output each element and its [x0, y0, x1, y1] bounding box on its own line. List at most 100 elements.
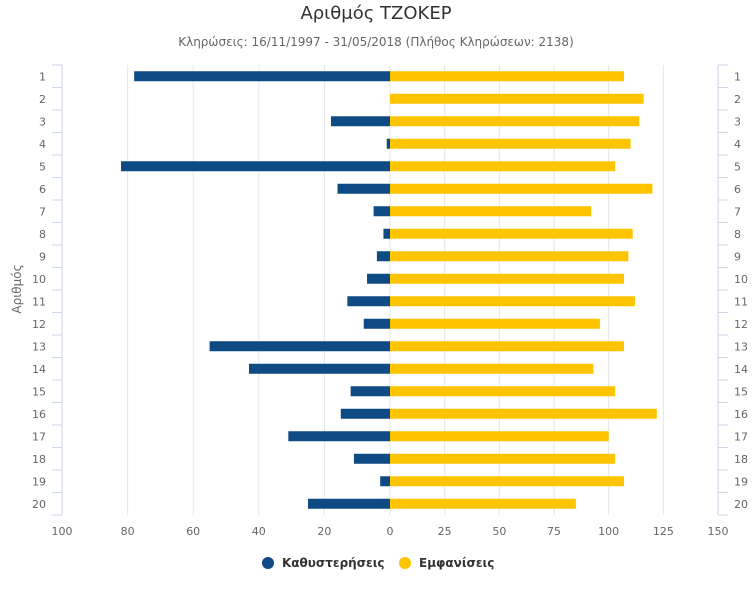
x-tick-label-left: 100 [52, 525, 73, 538]
x-tick-label-left: 20 [317, 525, 331, 538]
category-label-right: 6 [734, 183, 741, 196]
x-tick-label-left: 60 [186, 525, 200, 538]
legend-marker [262, 557, 274, 569]
delay-bar [121, 161, 390, 172]
legend: Καθυστερήσεις Εμφανίσεις [262, 556, 494, 570]
category-label-left: 8 [39, 228, 46, 241]
category-label-right: 3 [734, 115, 741, 128]
appearance-bar [390, 453, 616, 464]
appearance-bar [390, 116, 640, 127]
chart-subtitle: Κληρώσεις: 16/11/1997 - 31/05/2018 (Πλήθ… [178, 35, 574, 49]
category-label-left: 13 [32, 340, 46, 353]
x-tick-label-right: 100 [598, 525, 619, 538]
chart-title: Αριθμός ΤΖΟΚΕΡ [300, 3, 451, 24]
appearance-bar [390, 228, 633, 239]
delay-bar [248, 363, 390, 374]
legend-label: Καθυστερήσεις [282, 556, 385, 570]
grid [61, 65, 719, 515]
category-label-left: 11 [32, 295, 46, 308]
legend-marker [399, 557, 411, 569]
appearance-bar [390, 161, 616, 172]
category-label-right: 4 [734, 138, 741, 151]
x-tick-label-right: 50 [492, 525, 506, 538]
category-label-right: 8 [734, 228, 741, 241]
category-label-right: 18 [734, 453, 748, 466]
appearance-bar [390, 386, 616, 397]
delay-bar [209, 341, 390, 352]
y-axis-title: Αριθμός [10, 264, 24, 313]
appearance-bar [390, 318, 600, 329]
x-tick-label-right: 0 [387, 525, 394, 538]
category-label-left: 18 [32, 453, 46, 466]
category-label-right: 20 [734, 498, 748, 511]
category-label-right: 15 [734, 385, 748, 398]
delay-bar [350, 386, 390, 397]
category-label-right: 16 [734, 408, 748, 421]
category-label-right: 2 [734, 93, 741, 106]
category-label-left: 17 [32, 430, 46, 443]
delay-bar [363, 318, 390, 329]
category-label-left: 3 [39, 115, 46, 128]
x-tick-label-right: 125 [653, 525, 674, 538]
x-tick-label-left: 80 [121, 525, 135, 538]
delay-bar [373, 206, 390, 217]
delay-bar [330, 116, 390, 127]
appearance-bar [390, 206, 592, 217]
delay-bar [367, 273, 390, 284]
bars [121, 71, 657, 509]
delay-bar [347, 296, 390, 307]
category-label-right: 5 [734, 160, 741, 173]
delay-bar [340, 408, 390, 419]
category-label-right: 14 [734, 363, 748, 376]
category-label-left: 7 [39, 205, 46, 218]
x-tick-label-right: 150 [708, 525, 729, 538]
appearance-bar [390, 408, 657, 419]
category-label-left: 1 [39, 70, 46, 83]
appearance-bar [390, 296, 635, 307]
category-label-left: 4 [39, 138, 46, 151]
category-label-left: 12 [32, 318, 46, 331]
appearance-bar [390, 498, 576, 509]
x-tick-label-left: 40 [252, 525, 266, 538]
category-label-left: 19 [32, 475, 46, 488]
category-label-right: 17 [734, 430, 748, 443]
category-label-right: 19 [734, 475, 748, 488]
delay-bar [288, 431, 390, 442]
category-label-left: 16 [32, 408, 46, 421]
category-label-left: 2 [39, 93, 46, 106]
delay-bar [337, 183, 390, 194]
appearance-bar [390, 251, 629, 262]
appearance-bar [390, 273, 624, 284]
delay-bar [353, 453, 390, 464]
category-label-right: 12 [734, 318, 748, 331]
delay-bar [134, 71, 390, 82]
category-label-left: 15 [32, 385, 46, 398]
x-tick-label-right: 25 [438, 525, 452, 538]
appearance-bar [390, 476, 624, 487]
appearance-bar [390, 363, 594, 374]
category-label-right: 9 [734, 250, 741, 263]
category-label-left: 9 [39, 250, 46, 263]
appearance-bar [390, 183, 653, 194]
delay-bar [308, 498, 390, 509]
appearance-bar [390, 138, 631, 149]
category-label-right: 10 [734, 273, 748, 286]
legend-label: Εμφανίσεις [419, 556, 494, 570]
appearance-bar [390, 93, 644, 104]
category-label-right: 13 [734, 340, 748, 353]
appearance-bar [390, 71, 624, 82]
appearance-bar [390, 431, 609, 442]
category-label-left: 5 [39, 160, 46, 173]
category-label-left: 14 [32, 363, 46, 376]
x-tick-label-right: 75 [547, 525, 561, 538]
delay-bar [386, 138, 390, 149]
category-label-right: 11 [734, 295, 748, 308]
delay-bar [376, 251, 390, 262]
category-label-right: 1 [734, 70, 741, 83]
category-label-right: 7 [734, 205, 741, 218]
appearance-bar [390, 341, 624, 352]
delay-bar [383, 228, 390, 239]
category-label-left: 20 [32, 498, 46, 511]
